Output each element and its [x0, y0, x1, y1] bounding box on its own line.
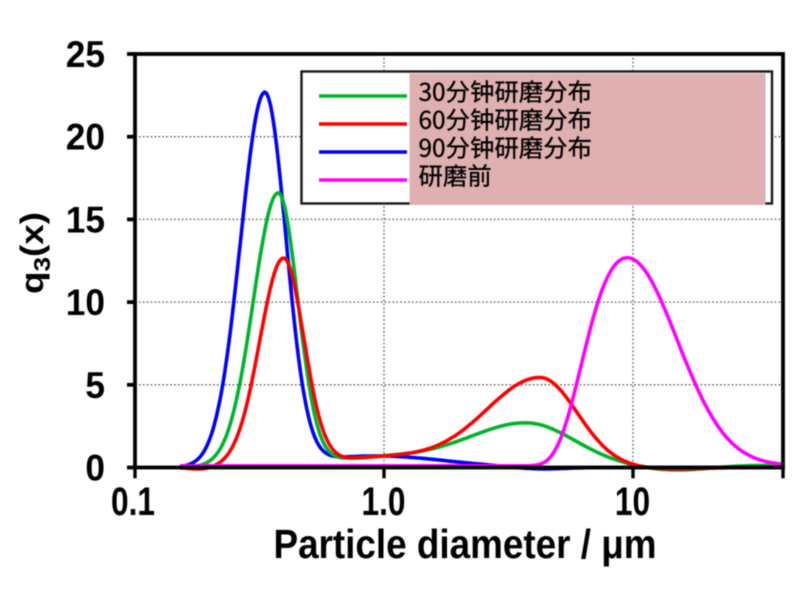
svg-text:Particle diameter / μm: Particle diameter / μm	[273, 522, 656, 567]
svg-text:10: 10	[66, 281, 105, 323]
svg-text:20: 20	[66, 116, 105, 158]
svg-text:0: 0	[85, 447, 105, 489]
svg-text:5: 5	[85, 364, 105, 406]
svg-text:15: 15	[66, 198, 105, 240]
svg-text:1.0: 1.0	[361, 478, 405, 524]
svg-text:10: 10	[615, 478, 650, 524]
svg-text:25: 25	[66, 33, 105, 75]
svg-text:0.1: 0.1	[111, 478, 155, 524]
svg-text:q3(x): q3(x)	[15, 212, 55, 294]
